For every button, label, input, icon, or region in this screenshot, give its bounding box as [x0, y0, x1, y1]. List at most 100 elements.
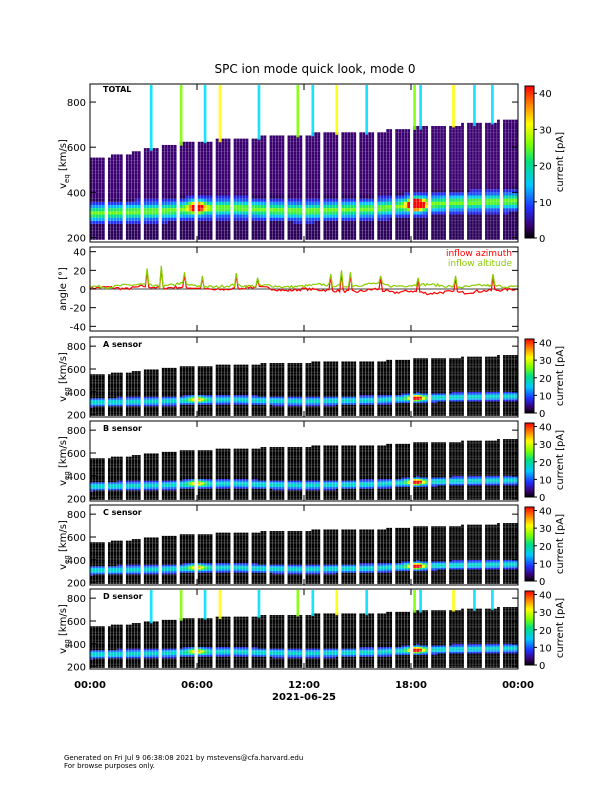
y-tick-label: 600	[67, 143, 86, 154]
sensor-ylabel: veq [km/s]	[58, 604, 71, 654]
sensor-heatmap	[90, 523, 518, 584]
colorbar-tick-label: 30	[539, 440, 552, 451]
colorbar-tick-label: 40	[539, 339, 552, 350]
sensor-ylabel: veq [km/s]	[58, 520, 71, 570]
colorbar-tick-label: 30	[539, 125, 552, 136]
angle-plot	[89, 265, 519, 296]
sensor-heatmap	[90, 590, 518, 668]
colorbar-gradient	[524, 422, 535, 498]
colorbar-label: current [pA]	[555, 514, 566, 574]
colorbar-label: current [pA]	[555, 430, 566, 490]
y-tick-label: 200	[67, 579, 86, 590]
colorbar-gradient	[524, 506, 535, 582]
colorbar-tick-label: 40	[539, 423, 552, 434]
colorbar-gradient	[524, 590, 535, 666]
angle-panel: -40 -20 0 20 40 angle [°] inflow azimuth inf…	[58, 246, 519, 333]
sensor-label: C sensor	[103, 508, 142, 517]
sensor-heatmap	[90, 355, 518, 416]
colorbar-tick-label: 20	[539, 626, 552, 637]
y-tick-label: -40	[70, 322, 86, 333]
sensor-yticks: 200 400 600 800	[67, 505, 519, 590]
sensor-ylabel: veq [km/s]	[58, 436, 71, 486]
y-tick-label: 800	[67, 594, 86, 605]
y-tick-label: 800	[67, 98, 86, 109]
y-tick-label: 800	[67, 510, 86, 521]
y-tick-label: 400	[67, 472, 86, 483]
colorbar-tick-label: 10	[539, 391, 552, 402]
sensor-yticks: 200 400 600 800	[67, 421, 519, 506]
colorbar-tick-label: 0	[539, 661, 545, 672]
sensor-label: B sensor	[103, 424, 142, 433]
total-label: TOTAL	[103, 85, 131, 94]
y-tick-label: -20	[70, 304, 86, 315]
y-tick-label: 800	[67, 426, 86, 437]
colorbar-label: current [pA]	[555, 132, 566, 192]
y-tick-label: 600	[67, 533, 86, 544]
sensor-yticks: 200 400 600 800	[67, 589, 519, 674]
y-tick-label: 600	[67, 617, 86, 628]
colorbar-tick-label: 40	[539, 507, 552, 518]
colorbar-tick-label: 10	[539, 475, 552, 486]
colorbar-tick-label: 40	[539, 89, 552, 100]
y-tick-label: 200	[67, 233, 86, 244]
colorbar-tick-label: 10	[539, 643, 552, 654]
colorbar-tick-label: 30	[539, 356, 552, 367]
colorbar-tick-label: 30	[539, 608, 552, 619]
footer-generated: Generated on Fri Jul 9 06:38:08 2021 by …	[64, 754, 303, 762]
colorbar-label: current [pA]	[555, 346, 566, 406]
total-colorbar: 0 10 20 30 40 current [pA]	[524, 85, 566, 245]
y-tick-label: 40	[73, 248, 86, 259]
sensor-label: D sensor	[103, 592, 143, 601]
footer-note: For browse purposes only.	[64, 762, 155, 770]
y-tick-label: 600	[67, 449, 86, 460]
x-axis-date: 2021-06-25	[272, 692, 336, 703]
altitude-line	[89, 265, 519, 290]
colorbar-tick-label: 20	[539, 162, 552, 173]
x-tick-label: 00:00	[502, 680, 534, 691]
colorbar-gradient	[524, 85, 535, 239]
azimuth-line	[89, 269, 519, 296]
colorbar-tick-label: 0	[539, 493, 545, 504]
colorbar-gradient	[524, 338, 535, 414]
x-tick-label: 06:00	[181, 680, 213, 691]
colorbar-tick-label: 0	[539, 577, 545, 588]
y-tick-label: 400	[67, 388, 86, 399]
y-tick-label: 400	[67, 640, 86, 651]
colorbar-tick-label: 0	[539, 234, 545, 245]
plot-title: SPC ion mode quick look, mode 0	[215, 62, 416, 76]
y-tick-label: 400	[67, 556, 86, 567]
colorbar-tick-label: 0	[539, 409, 545, 420]
y-tick-label: 200	[67, 663, 86, 674]
total-heatmap	[90, 85, 518, 240]
colorbar-tick-label: 20	[539, 374, 552, 385]
y-tick-label: 20	[73, 266, 86, 277]
colorbar-label: current [pA]	[555, 598, 566, 658]
sensor-ylabel: veq [km/s]	[58, 352, 71, 402]
legend-azimuth: inflow azimuth	[446, 249, 512, 259]
x-tick-label: 18:00	[395, 680, 427, 691]
colorbar-tick-label: 20	[539, 542, 552, 553]
x-tick-label: 00:00	[74, 680, 106, 691]
y-tick-label: 200	[67, 411, 86, 422]
total-ylabel: veq [km/s]	[58, 139, 71, 189]
colorbar-tick-label: 20	[539, 458, 552, 469]
colorbar-tick-label: 10	[539, 198, 552, 209]
total-panel: TOTAL 200 400 600 800 veq [km/s] 0 10 20 30 40 c…	[58, 83, 566, 245]
y-tick-label: 200	[67, 495, 86, 506]
colorbar-tick-label: 40	[539, 591, 552, 602]
colorbar-tick-label: 30	[539, 524, 552, 535]
y-tick-label: 600	[67, 365, 86, 376]
colorbar-tick-label: 10	[539, 559, 552, 570]
sensor-heatmap	[90, 439, 518, 500]
x-tick-labels: 00:00 06:00 12:00 18:00 00:00	[74, 680, 534, 691]
sensor-label: A sensor	[103, 340, 142, 349]
